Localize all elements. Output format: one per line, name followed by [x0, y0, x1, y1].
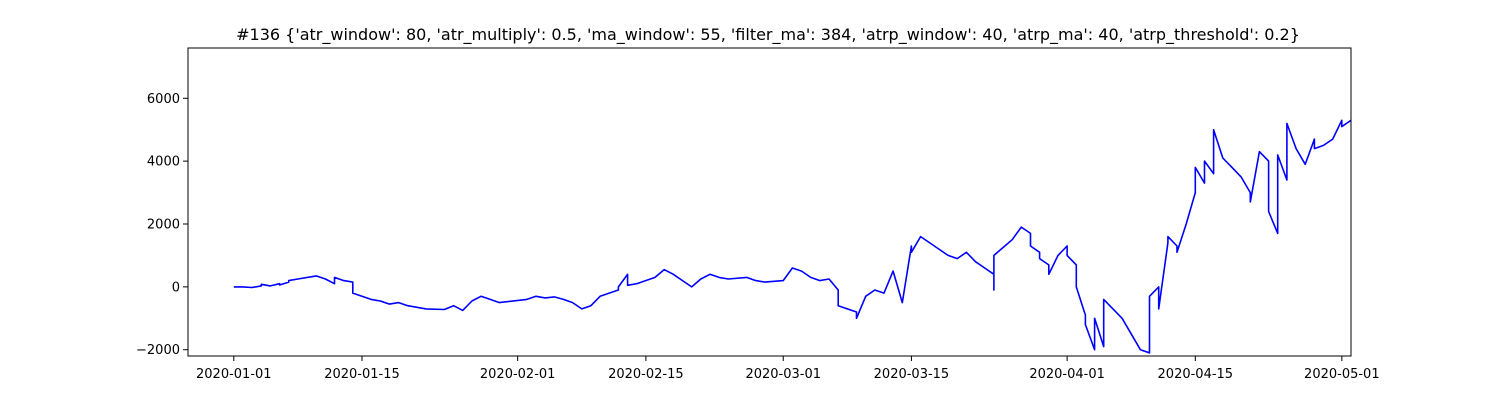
- x-tick-label: 2020-01-15: [324, 367, 400, 382]
- y-tick-label: 0: [172, 280, 180, 295]
- plot-area: [233, 119, 1352, 354]
- x-tick-label: 2020-04-01: [1029, 367, 1105, 382]
- series-line-0: [233, 119, 1352, 354]
- x-tick-label: 2020-04-15: [1158, 367, 1234, 382]
- x-tick-label: 2020-02-15: [608, 367, 684, 382]
- x-tick-label: 2020-03-15: [874, 367, 950, 382]
- chart-title: #136 {'atr_window': 80, 'atr_multiply': …: [236, 25, 1300, 45]
- x-tick-label: 2020-01-01: [196, 367, 272, 382]
- x-tick-label: 2020-03-01: [745, 367, 821, 382]
- y-tick-label: 2000: [147, 218, 180, 233]
- plot-frame: [187, 47, 1352, 357]
- x-tick-label: 2020-05-01: [1304, 367, 1380, 382]
- x-axis: 2020-01-01 2020-01-15 2020-02-01 2020-02-15…: [196, 356, 1380, 382]
- y-tick-label: 6000: [147, 92, 180, 107]
- y-tick-label: 4000: [147, 155, 180, 170]
- x-tick-label: 2020-02-01: [480, 367, 556, 382]
- y-tick-label: −2000: [136, 343, 180, 358]
- y-axis: −2000 0 2000 4000 6000: [136, 92, 188, 358]
